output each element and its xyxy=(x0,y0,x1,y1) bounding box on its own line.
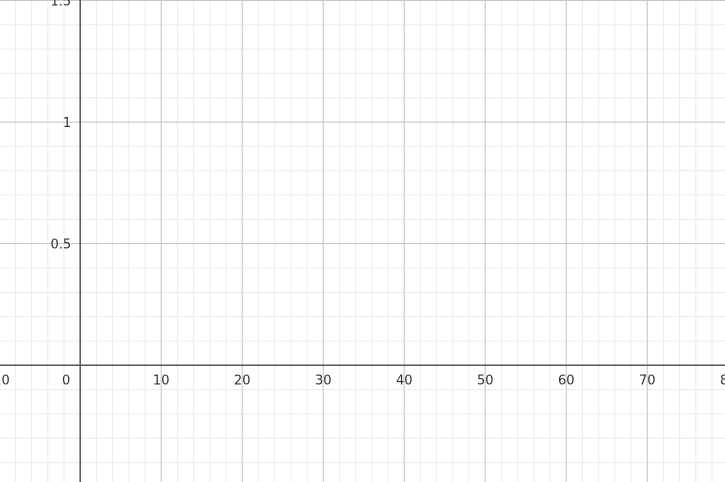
x-tick-label: 50 xyxy=(477,373,494,388)
y-tick-label: 1.5 xyxy=(51,0,72,9)
x-tick-label: -10 xyxy=(0,373,10,388)
x-tick-label: 40 xyxy=(396,373,413,388)
x-tick-label: 30 xyxy=(315,373,332,388)
x-tick-label: 10 xyxy=(153,373,170,388)
x-tick-label: 60 xyxy=(558,373,575,388)
x-tick-label: 0 xyxy=(62,373,70,388)
y-tick-label: 0.5 xyxy=(51,238,72,253)
y-tick-label: -0.5 xyxy=(46,481,71,482)
x-tick-label: 70 xyxy=(639,373,656,388)
y-tick-label: 1 xyxy=(63,116,71,131)
x-tick-label: 80 xyxy=(720,373,725,388)
x-tick-label: 20 xyxy=(234,373,251,388)
